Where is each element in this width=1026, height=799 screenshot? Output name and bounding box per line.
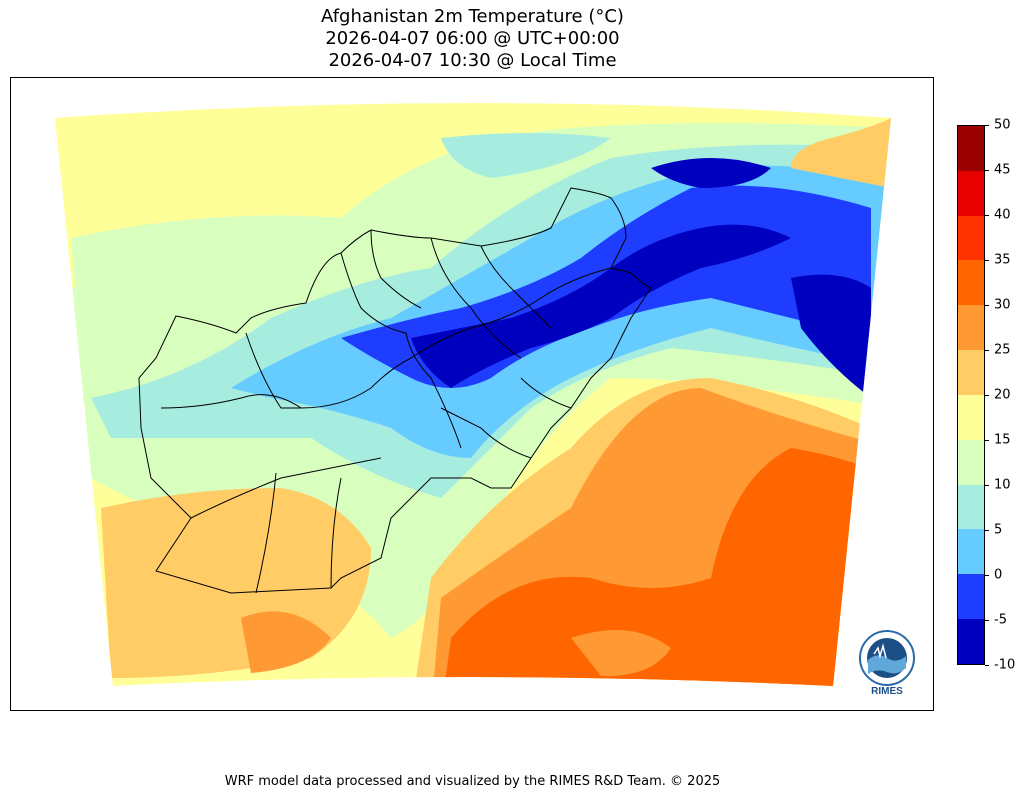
zone-minus10-north bbox=[651, 158, 771, 188]
province-line-8 bbox=[160, 394, 302, 409]
zone-25-30-sw bbox=[241, 611, 331, 673]
colorbar-tick-label: 40 bbox=[994, 207, 1011, 223]
colorbar-segment bbox=[958, 350, 984, 395]
country-borders bbox=[138, 187, 652, 594]
colorbar-tick bbox=[985, 305, 989, 306]
colorbar-tick bbox=[985, 125, 989, 126]
colorbar bbox=[957, 125, 985, 665]
colorbar-segment bbox=[958, 305, 984, 351]
colorbar-tick bbox=[985, 215, 989, 216]
colorbar-tick bbox=[985, 620, 989, 621]
map-title: Afghanistan 2m Temperature (°C) 2026-04-… bbox=[10, 6, 935, 72]
zone-10-15-west bbox=[55, 286, 181, 408]
colorbar-segment bbox=[958, 574, 984, 620]
colorbar-tick-label: 25 bbox=[994, 342, 1011, 358]
rimes-logo: RIMES bbox=[852, 628, 922, 700]
zone-30-35 bbox=[441, 448, 891, 686]
colorbar-segment bbox=[958, 619, 984, 664]
colorbar-tick bbox=[985, 170, 989, 171]
rimes-logo-icon bbox=[859, 630, 915, 686]
province-line-4 bbox=[330, 477, 342, 589]
province-line-3 bbox=[255, 472, 277, 594]
temperature-field bbox=[55, 103, 891, 686]
colorbar-segment bbox=[958, 170, 984, 216]
colorbar-segment bbox=[958, 439, 984, 485]
title-line-3: 2026-04-07 10:30 @ Local Time bbox=[328, 50, 617, 71]
colorbar-tick bbox=[985, 260, 989, 261]
colorbar-tick-label: 35 bbox=[994, 252, 1011, 268]
colorbar-tick bbox=[985, 530, 989, 531]
colorbar-tick bbox=[985, 665, 989, 666]
colorbar-ticks: 50 45 40 35 30 25 20 15 10 5 0 -5 -10 bbox=[985, 119, 1025, 672]
colorbar-tick-label: 45 bbox=[994, 162, 1011, 178]
logo-text: RIMES bbox=[871, 686, 903, 697]
colorbar-tick-label: -10 bbox=[994, 657, 1016, 673]
colorbar-segment bbox=[958, 260, 984, 306]
colorbar-tick bbox=[985, 485, 989, 486]
colorbar-tick-label: -5 bbox=[994, 612, 1007, 628]
province-line-9 bbox=[370, 229, 422, 309]
province-line-1 bbox=[245, 267, 612, 409]
zone-20-25-ne bbox=[791, 118, 891, 188]
province-line-10 bbox=[440, 407, 532, 459]
map-frame bbox=[10, 77, 934, 711]
colorbar-tick-label: 5 bbox=[994, 522, 1003, 538]
title-line-1: Afghanistan 2m Temperature (°C) bbox=[321, 6, 624, 27]
colorbar-tick-label: 15 bbox=[994, 432, 1011, 448]
zone-25-30-inner bbox=[571, 630, 671, 677]
title-line-2: 2026-04-07 06:00 @ UTC+00:00 bbox=[325, 28, 620, 49]
colorbar-tick bbox=[985, 350, 989, 351]
footer-credit: WRF model data processed and visualized … bbox=[224, 774, 721, 789]
province-line-5 bbox=[190, 457, 382, 519]
colorbar-segment bbox=[958, 484, 984, 530]
colorbar-tick-label: 30 bbox=[994, 297, 1011, 313]
colorbar-segment bbox=[958, 394, 984, 440]
colorbar-segment bbox=[958, 215, 984, 261]
afghanistan-border bbox=[138, 187, 652, 594]
colorbar-tick bbox=[985, 395, 989, 396]
province-line-7 bbox=[480, 245, 552, 329]
colorbar-tick bbox=[985, 440, 989, 441]
colorbar-tick bbox=[985, 575, 989, 576]
colorbar-segment bbox=[958, 529, 984, 575]
zone-minus10-east bbox=[791, 274, 871, 398]
colorbar-tick-label: 10 bbox=[994, 477, 1011, 493]
colorbar-tick-label: 50 bbox=[994, 117, 1011, 133]
province-line-11 bbox=[520, 377, 572, 409]
colorbar-tick-label: 20 bbox=[994, 387, 1011, 403]
colorbar-segment bbox=[958, 126, 984, 171]
province-line-6 bbox=[430, 237, 522, 359]
colorbar-tick-label: 0 bbox=[994, 567, 1003, 583]
temperature-map bbox=[55, 103, 891, 686]
zone-5-10-north bbox=[441, 133, 611, 178]
province-line-2 bbox=[340, 252, 462, 449]
